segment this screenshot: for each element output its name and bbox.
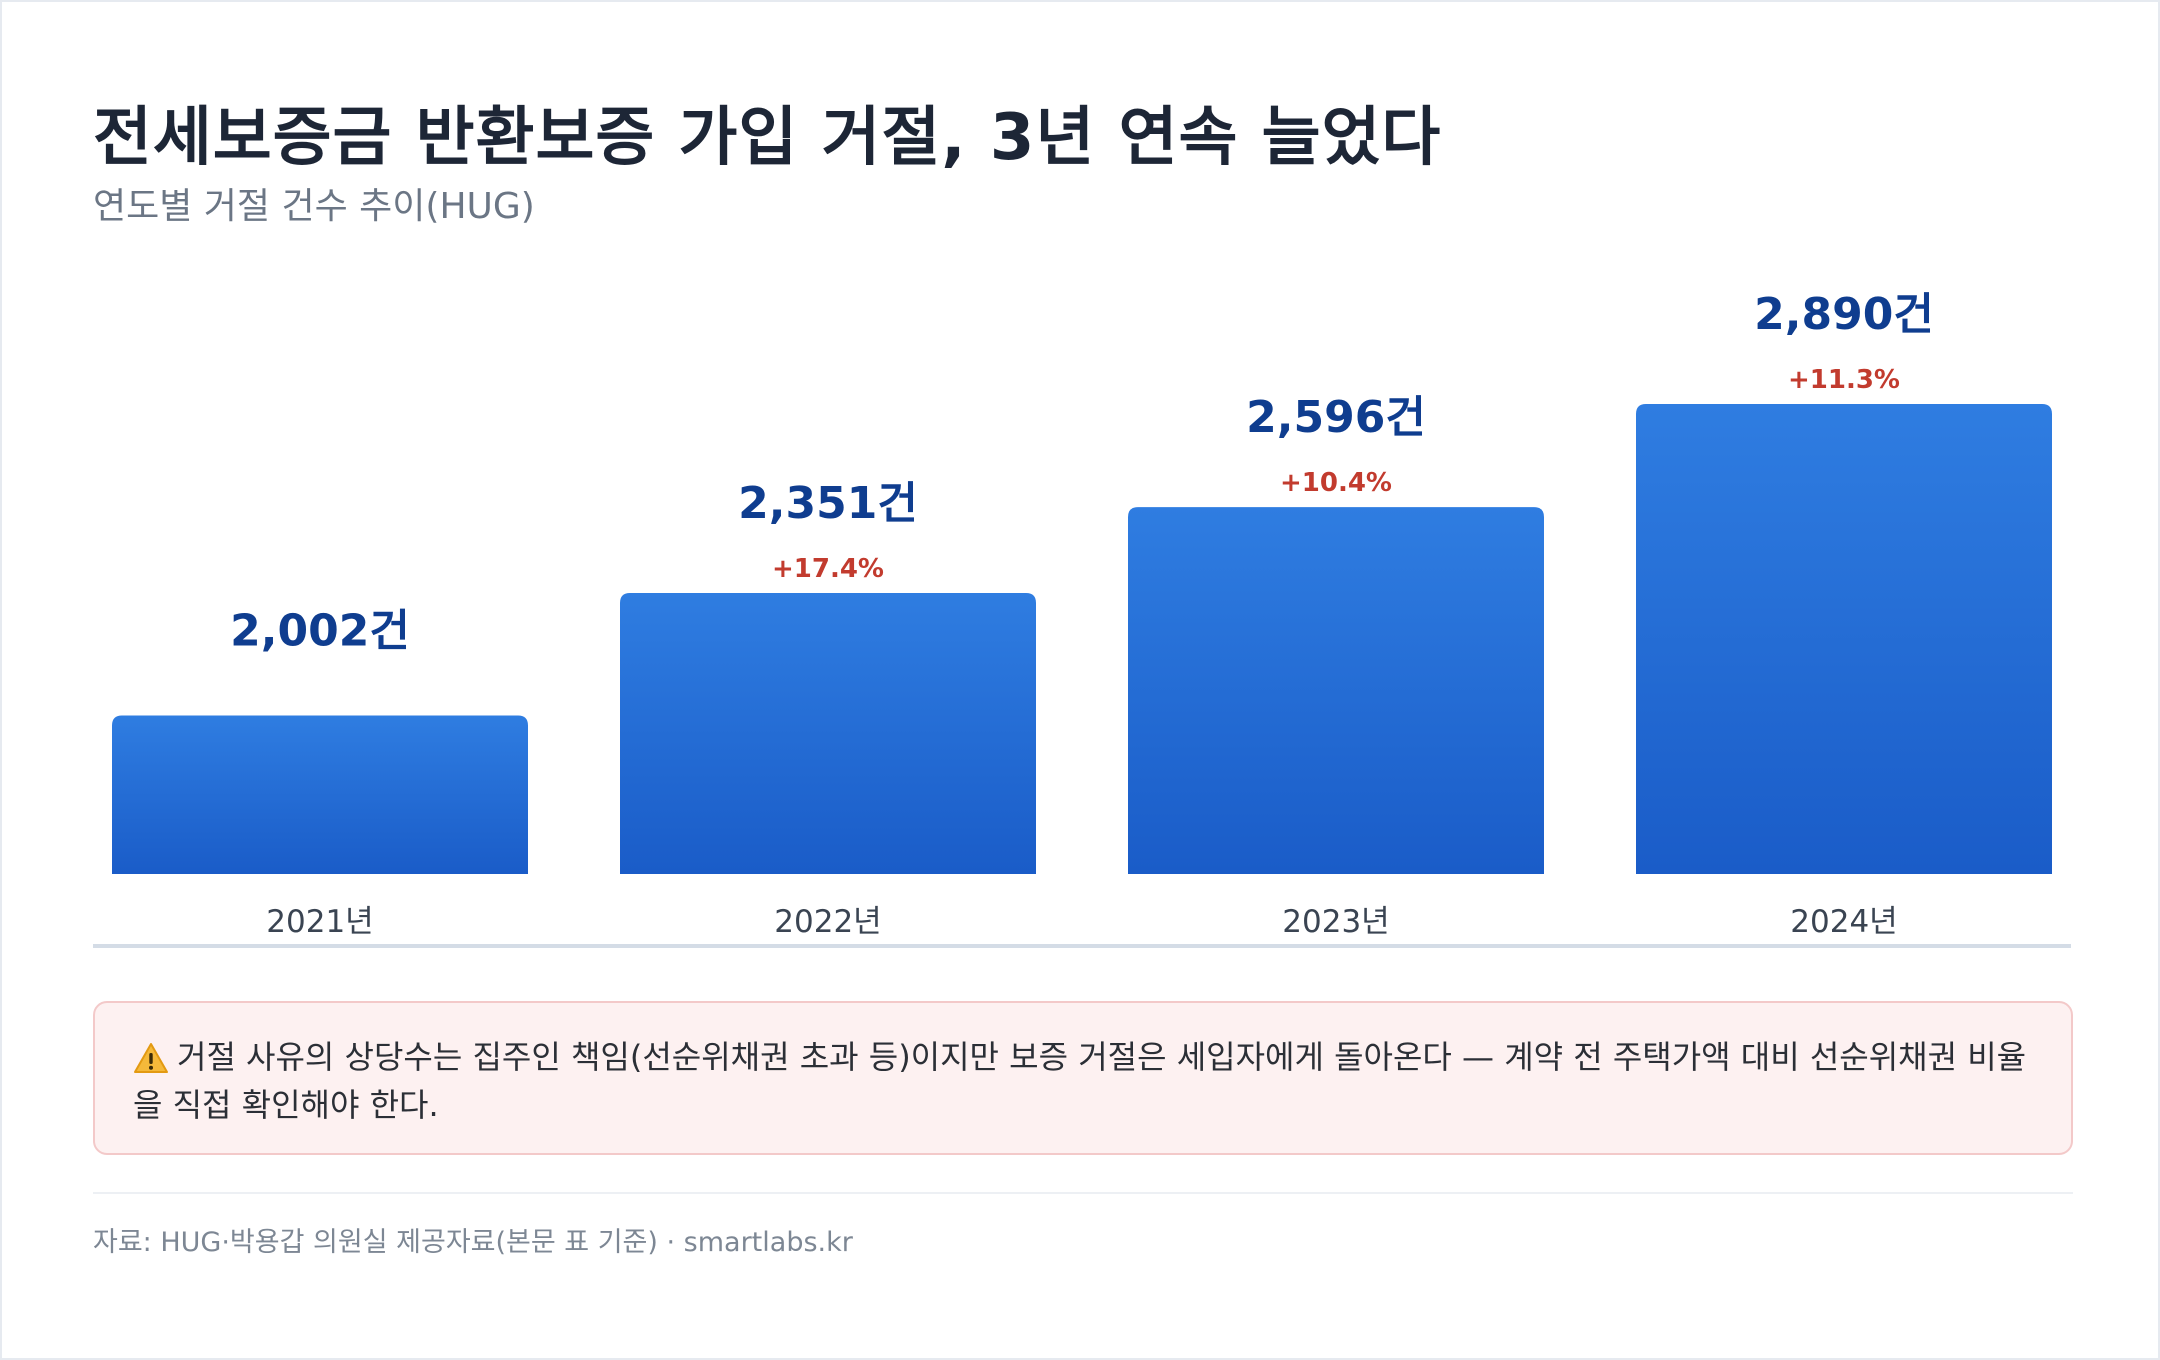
value-label: 2,890건 xyxy=(1754,289,1934,340)
change-label: +17.4% xyxy=(772,554,884,584)
bar-2 xyxy=(1128,507,1544,874)
footer-divider xyxy=(93,1192,2073,1194)
value-label: 2,351건 xyxy=(738,478,918,529)
bar-3 xyxy=(1636,404,2052,874)
category-label: 2023년 xyxy=(1282,904,1389,940)
change-label: +11.3% xyxy=(1788,365,1900,395)
warning-text: 거절 사유의 상당수는 집주인 책임(선순위채권 초과 등)이지만 보증 거절은… xyxy=(133,1038,2027,1124)
value-label: 2,002건 xyxy=(230,605,410,656)
warning-note: 거절 사유의 상당수는 집주인 책임(선순위채권 초과 등)이지만 보증 거절은… xyxy=(93,1001,2073,1155)
source-text: 자료: HUG·박용갑 의원실 제공자료(본문 표 기준) · smartlab… xyxy=(93,1227,853,1258)
change-label: +10.4% xyxy=(1280,468,1392,498)
bar-1 xyxy=(620,593,1036,874)
warning-icon xyxy=(134,1043,168,1073)
bar-chart: 2,002건 2021년 2,351건 +17.4% 2022년 2,596건 +10.4%… xyxy=(93,289,2071,948)
category-label: 2022년 xyxy=(774,904,881,940)
chart-title: 전세보증금 반환보증 가입 거절, 3년 연속 늘었다 xyxy=(93,101,1442,175)
category-label: 2024년 xyxy=(1790,904,1897,940)
chart-subtitle: 연도별 거절 건수 추이(HUG) xyxy=(93,186,535,227)
bar-0 xyxy=(112,715,528,874)
value-label: 2,596건 xyxy=(1246,392,1426,443)
category-label: 2021년 xyxy=(266,904,373,940)
